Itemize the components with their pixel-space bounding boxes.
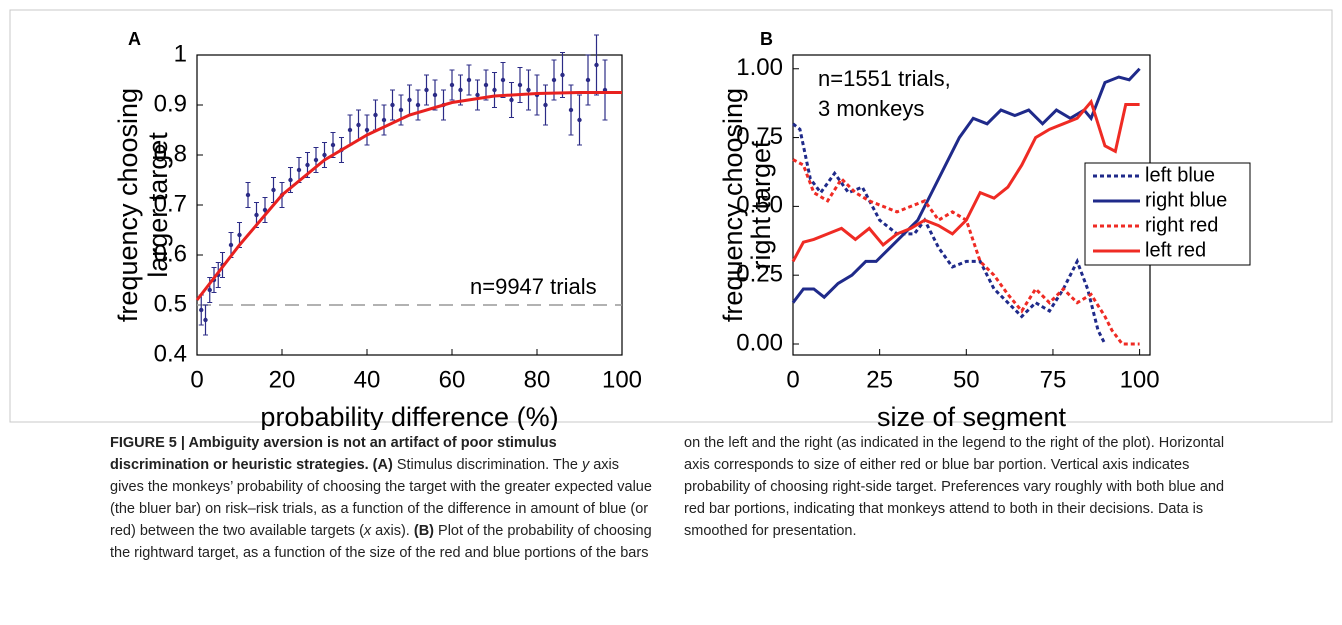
data-point: [407, 97, 412, 103]
caption-run: Plot of the probability of choosing the …: [110, 435, 1225, 561]
y-tick-label: 0.4: [154, 340, 187, 367]
x-axis-label: probability difference (%): [260, 402, 558, 430]
caption-run: Stimulus discrimination. The: [392, 457, 582, 473]
y-tick-label: 1: [174, 40, 187, 67]
legend-label: left red: [1145, 239, 1206, 261]
y-axis-label: larger target: [143, 132, 173, 278]
data-point: [560, 72, 565, 78]
x-tick-label: 0: [786, 366, 799, 393]
data-point: [458, 87, 463, 93]
data-point: [594, 62, 599, 68]
panel-label: A: [128, 29, 141, 49]
y-tick-label: 0.00: [736, 329, 783, 356]
legend-label: right red: [1145, 214, 1218, 236]
data-point: [313, 157, 319, 163]
data-point: [568, 107, 574, 113]
caption-run: FIGURE 5 | Ambiguity aversion is not an …: [110, 435, 557, 473]
data-point: [373, 112, 378, 118]
data-point: [262, 207, 268, 213]
y-tick-label: 0.50: [736, 192, 783, 219]
x-tick-label: 60: [439, 366, 466, 393]
data-point: [271, 187, 276, 193]
data-point: [517, 82, 523, 88]
figure: A 0 20 40 60 80 100 0.4 0.5 0.6 0.7 0.8 0.9 1 probabil…: [9, 9, 1333, 430]
caption-run: y: [581, 457, 590, 473]
data-point: [415, 102, 421, 108]
y-tick-label: 0.5: [154, 290, 187, 317]
y-tick-label: 0.7: [154, 190, 187, 217]
data-point: [207, 287, 212, 293]
x-tick-label: 100: [1120, 366, 1160, 393]
y-tick-label: 1.00: [736, 54, 783, 81]
data-point: [543, 102, 548, 108]
data-point: [526, 87, 531, 93]
data-point: [364, 127, 370, 133]
data-point: [585, 77, 591, 83]
x-tick-label: 100: [602, 366, 642, 393]
y-tick-label: 0.75: [736, 123, 783, 150]
x-tick-label: 0: [190, 366, 203, 393]
y-axis-label: frequency choosing: [113, 88, 143, 322]
data-point: [492, 87, 497, 93]
data-point: [305, 162, 310, 168]
x-tick-label: 80: [524, 366, 551, 393]
data-point: [199, 307, 204, 313]
data-line: [195, 91, 622, 301]
data-point: [424, 87, 429, 93]
annotation: n=1551 trials,: [818, 66, 951, 91]
data-point: [245, 192, 251, 198]
data-point: [509, 97, 514, 103]
y-tick-label: 0.9: [154, 90, 187, 117]
data-point: [577, 117, 582, 123]
data-point: [228, 242, 234, 248]
x-tick-label: 20: [269, 366, 296, 393]
legend-label: left blue: [1145, 164, 1215, 186]
figure-border: [9, 9, 1333, 423]
y-axis-label: frequency choosing: [718, 88, 748, 322]
data-point: [288, 177, 293, 183]
annotation: n=9947 trials: [470, 274, 597, 299]
data-point: [296, 167, 302, 173]
y-tick-label: 0.25: [736, 261, 783, 288]
data-point: [203, 317, 208, 323]
y-tick-label: 0.8: [154, 140, 187, 167]
data-point: [322, 152, 327, 158]
data-point: [551, 77, 557, 83]
caption-run: axis gives the monkeys’ probability of c…: [110, 457, 652, 539]
y-tick-label: 0.6: [154, 240, 187, 267]
annotation: 3 monkeys: [818, 96, 924, 121]
data-line: [791, 67, 1141, 304]
data-line: [791, 98, 1140, 263]
legend-label: right blue: [1145, 189, 1227, 211]
data-point: [237, 232, 242, 238]
caption: FIGURE 5 | Ambiguity aversion is not an …: [110, 432, 1230, 564]
data-point: [356, 122, 361, 128]
data-point: [475, 92, 480, 98]
data-point: [432, 92, 438, 98]
caption-run: axis).: [371, 523, 414, 539]
x-axis-label: size of segment: [877, 402, 1067, 430]
data-point: [500, 77, 506, 83]
data-point: [449, 82, 455, 88]
legend-box: [1084, 162, 1251, 266]
data-point: [330, 142, 336, 148]
data-point: [347, 127, 353, 133]
panel-label: B: [760, 29, 773, 49]
x-tick-label: 50: [953, 366, 980, 393]
data-point: [381, 117, 387, 123]
data-point: [483, 82, 489, 88]
data-point: [254, 212, 259, 218]
data-point: [390, 102, 395, 108]
x-tick-label: 75: [1040, 366, 1067, 393]
x-tick-label: 25: [866, 366, 893, 393]
x-tick-label: 40: [354, 366, 381, 393]
caption-run: (B): [413, 523, 434, 539]
data-point: [466, 77, 472, 83]
data-point: [398, 107, 404, 113]
y-axis-label: right target: [746, 140, 776, 270]
caption-run: x: [363, 523, 372, 539]
